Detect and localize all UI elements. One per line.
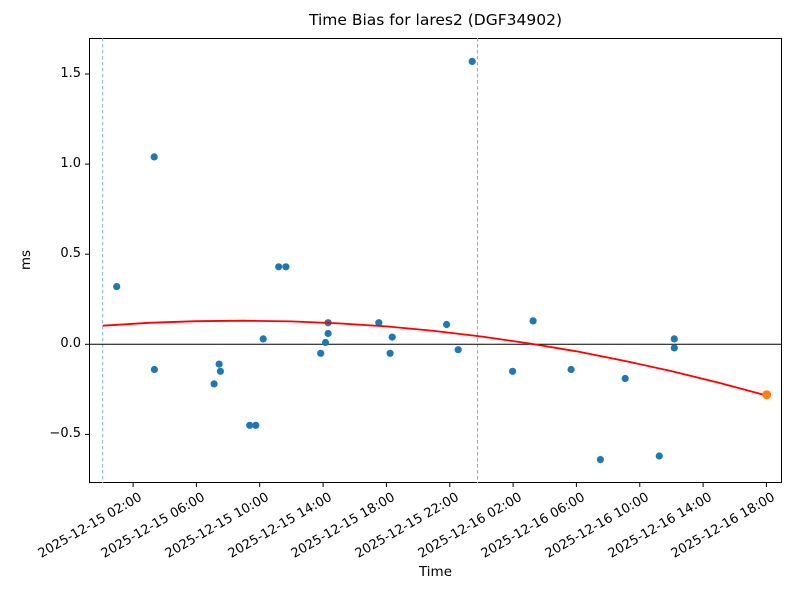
data-point bbox=[246, 421, 254, 429]
data-point bbox=[150, 365, 158, 374]
data-point bbox=[529, 317, 537, 325]
event-vlines bbox=[102, 38, 478, 483]
y-tick-label: 0.5 bbox=[60, 246, 81, 261]
y-tick-label: −0.5 bbox=[49, 426, 81, 441]
data-point bbox=[113, 283, 121, 291]
data-point bbox=[259, 335, 267, 343]
data-point bbox=[670, 344, 678, 352]
data-point bbox=[567, 365, 575, 374]
data-point bbox=[621, 374, 629, 383]
y-tick-label: 1.5 bbox=[60, 66, 81, 81]
data-point bbox=[454, 346, 462, 354]
data-point bbox=[216, 367, 224, 375]
data-point bbox=[388, 333, 396, 341]
data-point bbox=[215, 360, 223, 368]
y-tick-label: 0.0 bbox=[60, 336, 81, 351]
data-point bbox=[282, 263, 290, 271]
data-point bbox=[670, 335, 678, 343]
data-point bbox=[324, 329, 332, 338]
x-axis-label: Time bbox=[418, 564, 453, 580]
data-point bbox=[317, 349, 325, 357]
scatter-points bbox=[113, 57, 678, 464]
data-point bbox=[655, 452, 663, 460]
data-point bbox=[508, 367, 517, 375]
data-point bbox=[386, 349, 394, 357]
data-point bbox=[596, 456, 605, 464]
y-tick-label: 1.0 bbox=[60, 156, 81, 171]
chart-title: Time Bias for lares2 (DGF34902) bbox=[308, 11, 563, 29]
data-point bbox=[443, 320, 451, 329]
trend-line bbox=[102, 319, 767, 397]
data-point bbox=[468, 57, 476, 65]
data-point bbox=[321, 338, 330, 347]
data-point bbox=[252, 421, 260, 429]
data-point bbox=[150, 153, 158, 161]
data-point bbox=[275, 263, 283, 271]
latest-data-point bbox=[762, 390, 772, 400]
plot-area bbox=[89, 38, 782, 483]
tick-marks bbox=[85, 73, 767, 487]
data-point bbox=[375, 319, 383, 327]
data-point bbox=[210, 380, 218, 388]
